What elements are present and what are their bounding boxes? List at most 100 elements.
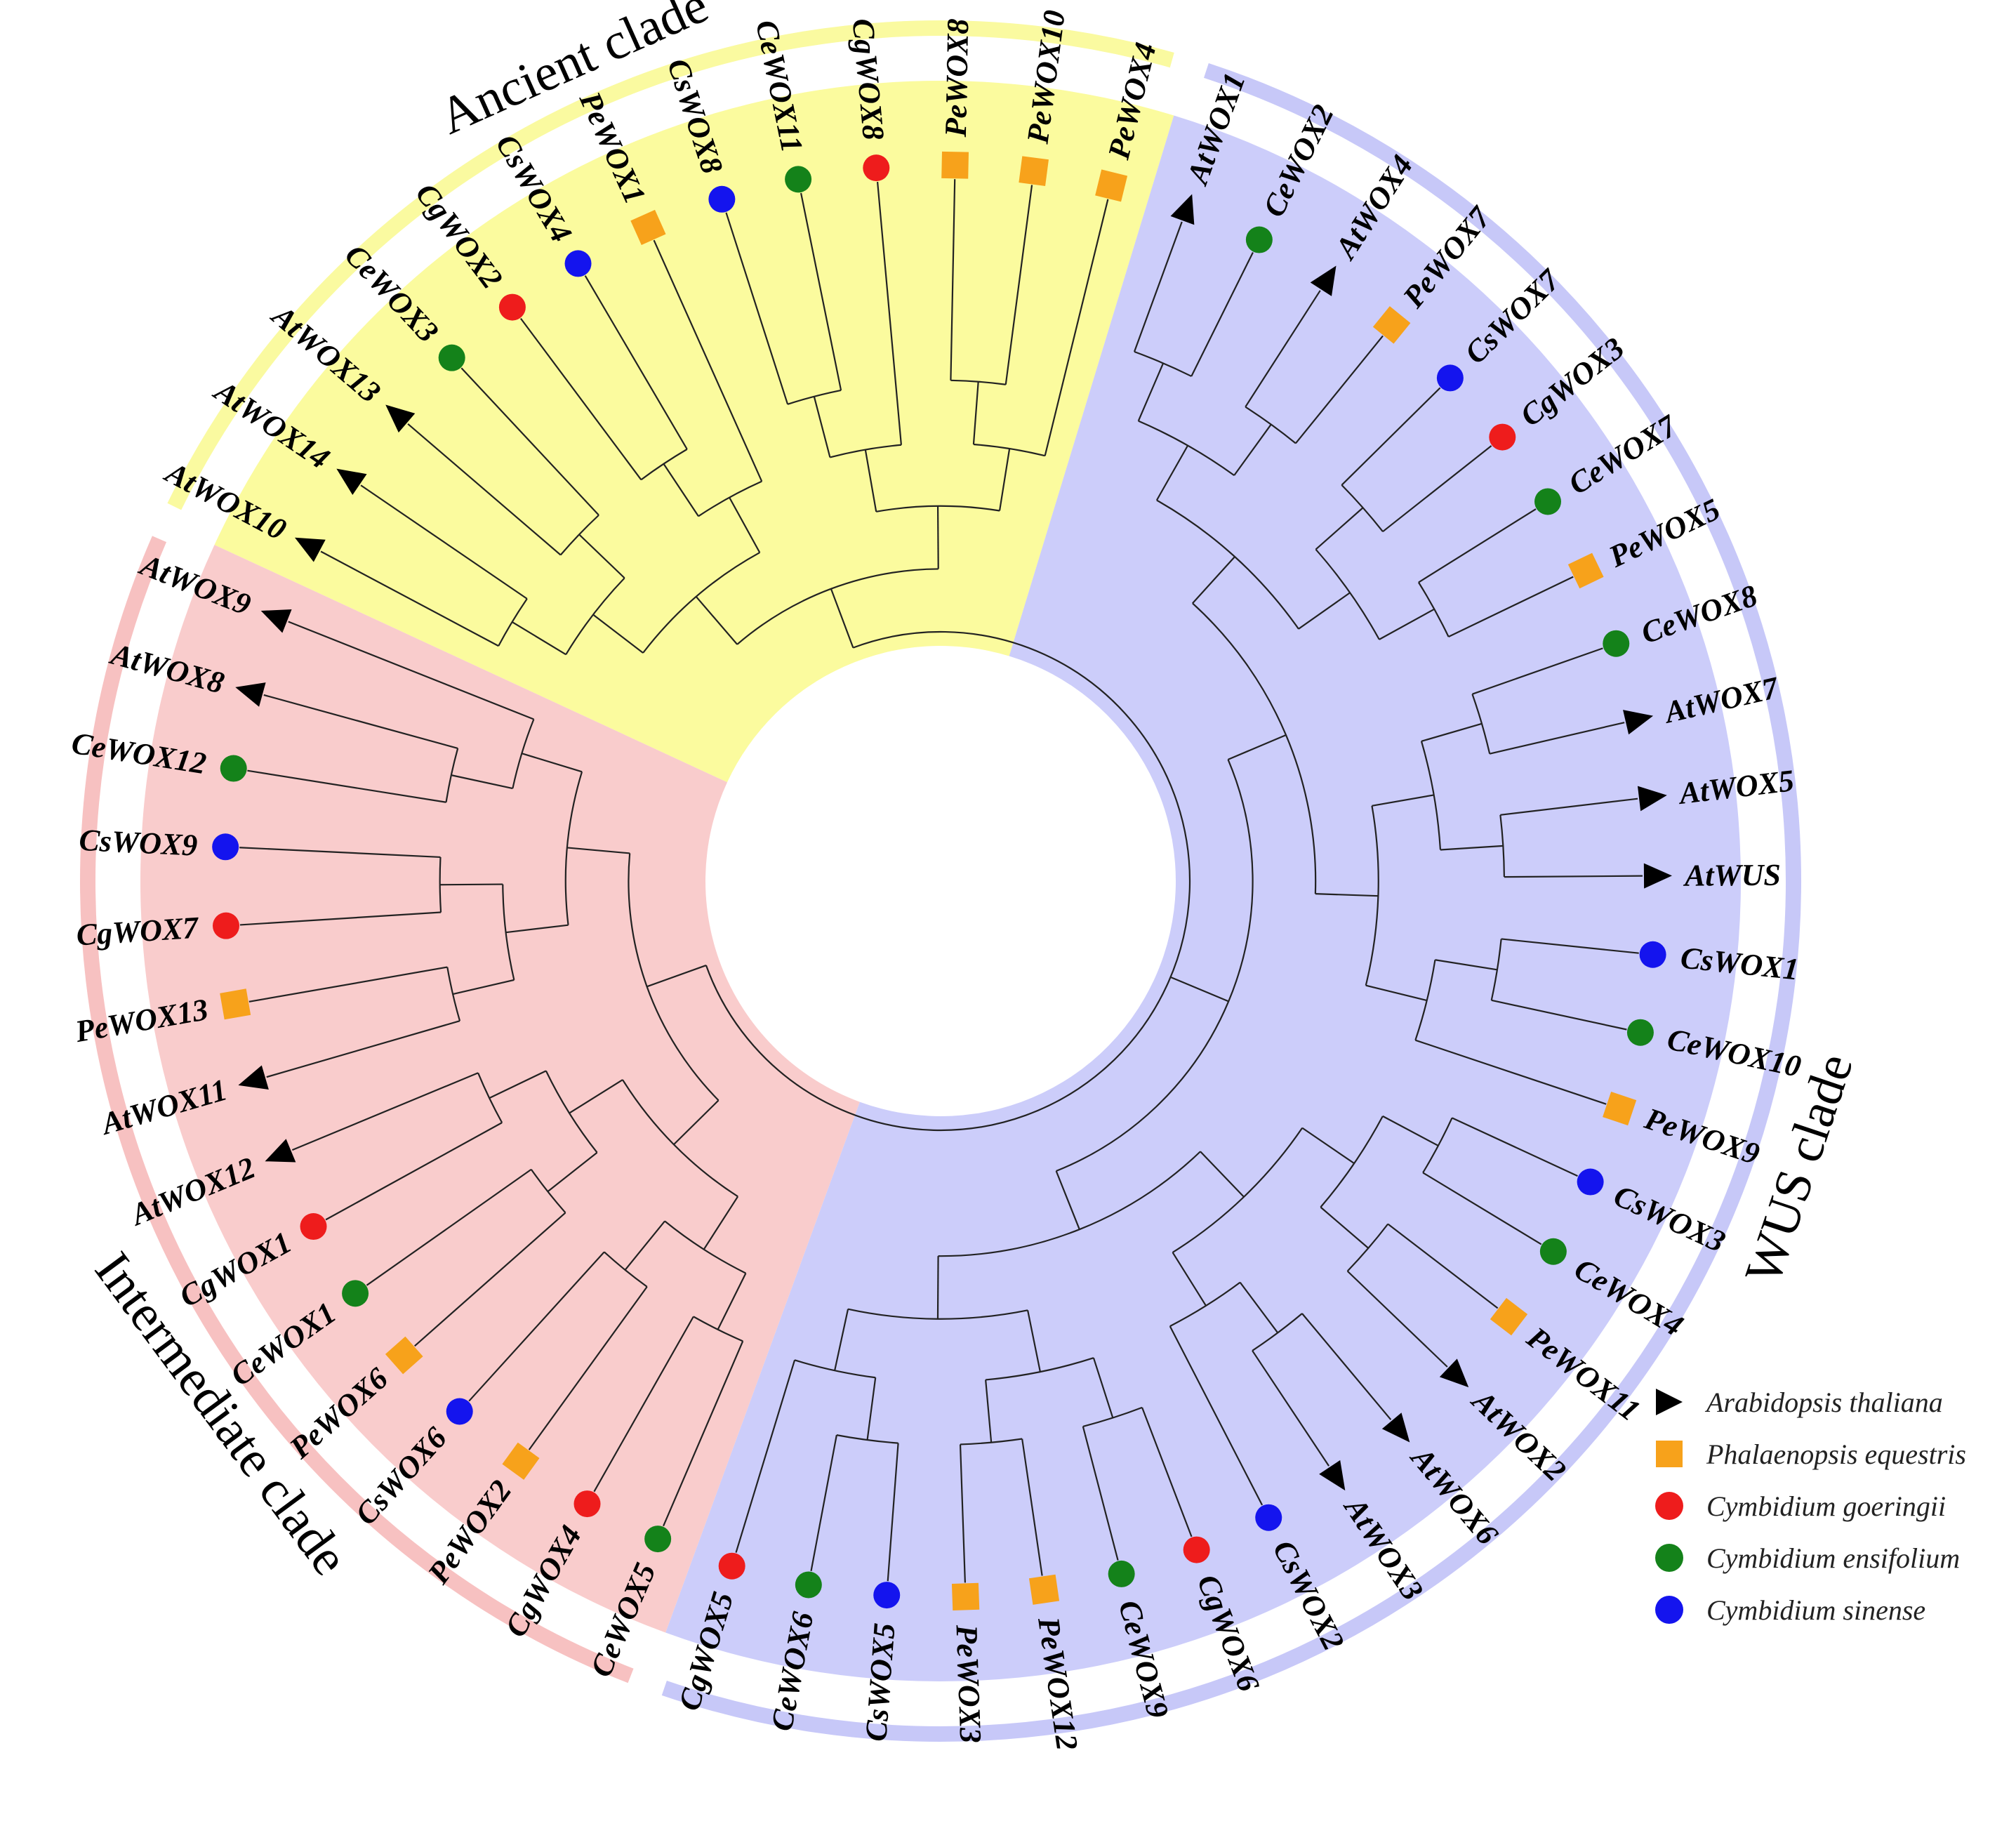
tree-branches bbox=[239, 179, 1643, 1583]
branch-arc bbox=[565, 577, 625, 655]
leaf-marker bbox=[1245, 226, 1273, 253]
branch-arc bbox=[1169, 1281, 1241, 1328]
leaf-marker bbox=[1028, 1574, 1060, 1605]
branch-line bbox=[1092, 1357, 1114, 1418]
leaf-label-pewox3: PeWOX3 bbox=[949, 1623, 988, 1743]
leaf-marker bbox=[1623, 710, 1654, 735]
leaf-marker bbox=[342, 1280, 369, 1307]
branch-line bbox=[1026, 1310, 1041, 1372]
leaf-marker bbox=[1310, 265, 1337, 296]
leaf-marker bbox=[1539, 1238, 1567, 1265]
branch-line bbox=[735, 1360, 796, 1553]
leaf-marker bbox=[260, 609, 292, 633]
legend-label: Cymbidium goeringii bbox=[1706, 1490, 1947, 1522]
branch-arc bbox=[664, 1220, 746, 1274]
leaf-marker bbox=[1534, 488, 1562, 515]
branch-line bbox=[1315, 893, 1379, 897]
branch-line bbox=[972, 381, 979, 445]
leaf-marker bbox=[1603, 1092, 1637, 1126]
branch-arc bbox=[736, 568, 939, 645]
branch-line bbox=[1372, 794, 1434, 807]
leaf-marker bbox=[265, 1139, 296, 1163]
branch-line bbox=[1155, 445, 1189, 501]
leaf-marker bbox=[294, 537, 326, 562]
leaf-marker bbox=[300, 1213, 327, 1241]
branch-arc bbox=[502, 884, 515, 981]
leaf-marker bbox=[1603, 630, 1630, 657]
leaf-marker bbox=[1183, 1536, 1210, 1563]
branch-line bbox=[325, 1122, 503, 1221]
branch-line bbox=[263, 694, 458, 750]
branch-line bbox=[959, 1444, 966, 1583]
branch-arc bbox=[1172, 1127, 1304, 1253]
branch-arc bbox=[986, 1357, 1094, 1381]
branch-line bbox=[1137, 362, 1165, 422]
branch-line bbox=[1315, 507, 1364, 550]
branch-line bbox=[663, 1340, 744, 1527]
branch-line bbox=[864, 449, 877, 512]
branch-line bbox=[1501, 938, 1639, 954]
branch-line bbox=[1055, 1170, 1080, 1230]
leaf-marker bbox=[1439, 1358, 1469, 1388]
leaf-marker bbox=[212, 833, 239, 861]
branch-line bbox=[239, 911, 442, 926]
leaf-marker bbox=[718, 1552, 745, 1580]
branch-arc bbox=[1490, 939, 1502, 1001]
leaf-marker bbox=[498, 293, 526, 321]
branch-line bbox=[1418, 508, 1537, 583]
branch-line bbox=[468, 1251, 605, 1402]
leaf-marker bbox=[1255, 1504, 1282, 1531]
branch-line bbox=[511, 621, 566, 656]
branch-line bbox=[1491, 999, 1627, 1031]
branch-arc bbox=[512, 719, 535, 789]
leaf-marker bbox=[1490, 1297, 1528, 1336]
branch-line bbox=[247, 769, 446, 803]
branch-line bbox=[1172, 1252, 1207, 1306]
branch-line bbox=[1382, 1115, 1439, 1146]
clade-ring-wus bbox=[661, 62, 1801, 1742]
leaf-label-pewox8: PeWOX8 bbox=[939, 18, 975, 138]
branch-line bbox=[1200, 1151, 1245, 1198]
branch-line bbox=[936, 1256, 939, 1319]
leaf-marker bbox=[1095, 169, 1128, 202]
branch-arc bbox=[1315, 548, 1380, 640]
leaf-label-cgwox7: CgWOX7 bbox=[75, 911, 200, 953]
branch-line bbox=[1082, 1426, 1119, 1561]
branch-line bbox=[936, 505, 939, 569]
branch-line bbox=[414, 1212, 566, 1347]
branch-arc bbox=[564, 771, 583, 925]
leaf-marker bbox=[1567, 553, 1604, 589]
branch-arc bbox=[830, 444, 902, 458]
leaf-marker bbox=[630, 209, 666, 246]
clade-sector-ancient bbox=[214, 81, 1174, 783]
legend-item-phalaenopsis: Phalaenopsis equestris bbox=[1653, 1428, 2004, 1480]
branch-line bbox=[547, 1151, 598, 1193]
branch-arc bbox=[1420, 741, 1442, 850]
leaf-marker bbox=[385, 404, 416, 433]
branch-line bbox=[1500, 798, 1638, 816]
branch-line bbox=[1170, 976, 1229, 1003]
branch-line bbox=[695, 596, 738, 645]
branch-line bbox=[1422, 1172, 1542, 1245]
leaf-marker bbox=[1019, 156, 1049, 186]
leaf-markers bbox=[212, 151, 1672, 1611]
leaf-marker bbox=[235, 682, 266, 707]
legend-label: Cymbidium sinense bbox=[1706, 1594, 1926, 1626]
branch-line bbox=[653, 239, 763, 482]
leaf-marker bbox=[1643, 863, 1672, 889]
branch-line bbox=[288, 621, 534, 720]
branch-arc bbox=[794, 1359, 876, 1379]
clade-ring-ancient bbox=[167, 20, 1174, 510]
leaf-marker bbox=[564, 250, 592, 277]
branch-arc bbox=[1320, 1116, 1384, 1208]
green-circle-marker-icon bbox=[1653, 1542, 1685, 1574]
branch-arc bbox=[973, 443, 1045, 457]
legend-label: Arabidopsis thaliana bbox=[1706, 1386, 1943, 1418]
branch-line bbox=[673, 1099, 719, 1146]
branch-line bbox=[407, 423, 562, 556]
legend-item-sinense: Cymbidium sinense bbox=[1653, 1584, 2004, 1636]
branch-arc bbox=[1365, 805, 1379, 986]
clade-sectors bbox=[140, 81, 1742, 1681]
branch-arc bbox=[705, 630, 1191, 1132]
